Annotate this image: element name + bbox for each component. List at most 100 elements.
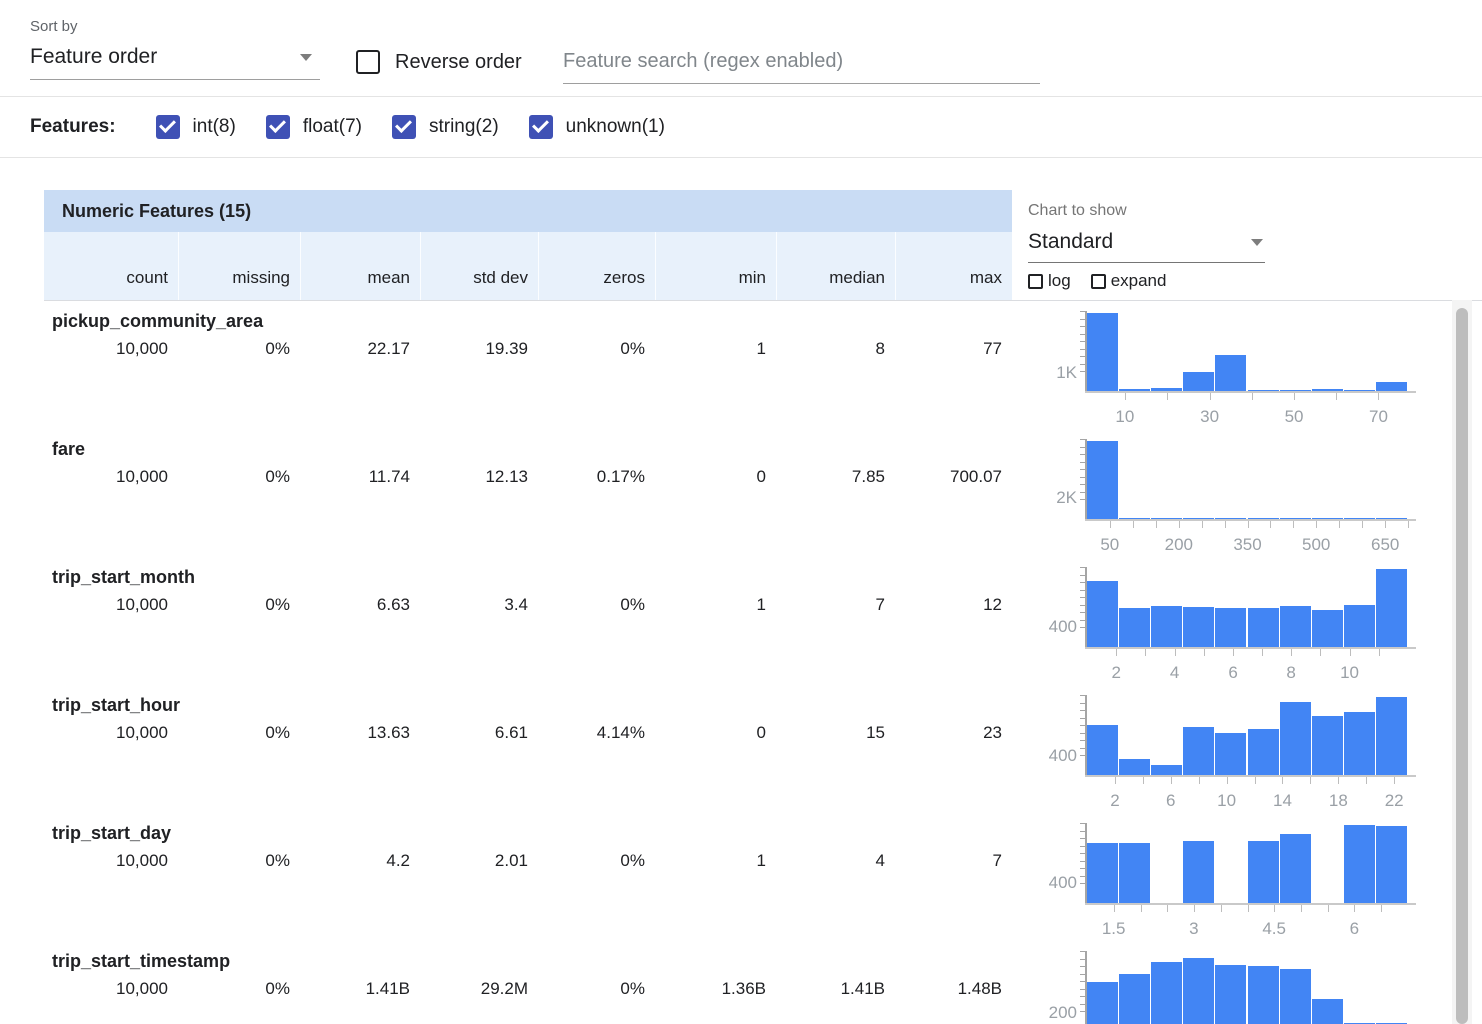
y-axis-tick <box>1080 341 1087 342</box>
x-axis-tick <box>1282 777 1284 784</box>
float-checkbox-checked-icon[interactable] <box>265 115 290 139</box>
x-axis-label: 4.5 <box>1262 919 1286 938</box>
y-axis-tick <box>1080 371 1087 372</box>
stat-missing: 0% <box>265 595 290 614</box>
sort-by-dropdown[interactable]: Feature order <box>30 35 320 80</box>
stat-count: 10,000 <box>116 979 168 998</box>
y-axis-tick <box>1080 740 1087 741</box>
y-axis-tick <box>1080 838 1087 839</box>
feature-name: fare <box>52 439 86 459</box>
y-axis-tick <box>1080 499 1087 500</box>
feature-values: 10,000 0% 13.63 6.61 4.14% 0 15 23 <box>44 723 1012 743</box>
vertical-scrollbar[interactable] <box>1452 300 1472 1024</box>
expand-checkbox[interactable] <box>1090 273 1106 289</box>
y-axis-tick <box>1080 747 1087 749</box>
filter-int[interactable]: int(8) <box>155 115 236 139</box>
y-axis-tick <box>1080 363 1087 365</box>
histogram-bar <box>1247 608 1279 647</box>
feature-values: 10,000 0% 6.63 3.4 0% 1 7 12 <box>44 595 1012 615</box>
histogram-bar <box>1247 729 1279 775</box>
x-axis-tick <box>1274 905 1276 912</box>
feature-histogram: 2K 50 200 350 500 650 <box>1012 429 1482 557</box>
histogram-bar <box>1215 355 1247 391</box>
histogram-bar <box>1375 382 1407 391</box>
histogram-bar <box>1375 826 1407 903</box>
histogram-bar <box>1279 834 1311 903</box>
y-axis-tick <box>1080 446 1087 448</box>
stat-zeros: 0% <box>620 979 645 998</box>
x-axis-label: 30 <box>1200 407 1220 426</box>
int-checkbox-checked-icon[interactable] <box>155 115 180 139</box>
x-axis-tick <box>1174 649 1176 656</box>
filter-float[interactable]: float(7) <box>265 115 362 139</box>
y-axis-tick <box>1080 589 1087 591</box>
histogram-bar <box>1343 605 1375 647</box>
x-axis-tick <box>1254 777 1256 784</box>
y-axis-tick <box>1080 491 1087 493</box>
histogram-bar <box>1087 725 1119 775</box>
feature-search-group <box>563 44 1040 84</box>
x-axis-tick <box>1338 777 1340 784</box>
features-label: Features: <box>30 116 116 137</box>
expand-option[interactable]: expand <box>1090 271 1166 291</box>
stat-mean: 1.41B <box>365 979 410 998</box>
x-axis-label: 200 <box>1164 535 1193 554</box>
stat-median: 4 <box>875 851 885 870</box>
feature-values: 10,000 0% 1.41B 29.2M 0% 1.36B 1.41B 1.4… <box>44 979 1012 999</box>
y-axis-tick <box>1080 695 1087 696</box>
x-axis-tick <box>1362 521 1364 528</box>
stat-missing: 0% <box>265 979 290 998</box>
x-axis-tick <box>1316 521 1318 528</box>
histogram-bar <box>1215 518 1247 519</box>
feature-search-input[interactable] <box>563 44 1040 84</box>
stat-count: 10,000 <box>116 851 168 870</box>
y-axis-tick <box>1080 883 1087 884</box>
y-axis-tick <box>1080 973 1087 975</box>
y-axis-tick <box>1080 311 1087 312</box>
stat-max: 12 <box>983 595 1002 614</box>
x-axis-tick <box>1209 393 1211 400</box>
string-checkbox-checked-icon[interactable] <box>391 115 416 139</box>
log-option[interactable]: log <box>1028 271 1071 291</box>
stat-max: 23 <box>983 723 1002 742</box>
histogram-bar <box>1087 313 1119 391</box>
log-checkbox[interactable] <box>1028 273 1043 289</box>
chart-controls-panel: Chart to show Standard log expand <box>1012 190 1482 300</box>
filter-float-label: float(7) <box>302 116 362 137</box>
feature-row-trip-start-day: trip_start_day 10,000 0% 4.2 2.01 0% 1 4… <box>44 813 1482 941</box>
x-axis-tick <box>1201 521 1203 528</box>
y-axis-tick <box>1080 333 1087 335</box>
y-axis-tick <box>1080 988 1087 990</box>
y-axis-tick <box>1080 853 1087 854</box>
y-axis-tick <box>1080 597 1087 598</box>
x-axis-line <box>1085 775 1416 777</box>
histogram-bar <box>1151 765 1183 775</box>
feature-name: trip_start_timestamp <box>52 951 231 971</box>
feature-row-fare: fare 10,000 0% 11.74 12.13 0.17% 0 7.85 … <box>44 429 1482 557</box>
filter-string[interactable]: string(2) <box>391 115 499 139</box>
feature-name: trip_start_hour <box>52 695 181 715</box>
x-axis-label: 500 <box>1302 535 1331 554</box>
y-axis-tick <box>1080 755 1087 756</box>
y-axis-tick <box>1080 732 1087 734</box>
y-axis-tick <box>1080 868 1087 869</box>
scrollbar-thumb[interactable] <box>1456 308 1468 1024</box>
stat-missing: 0% <box>265 723 290 742</box>
unknown-checkbox-checked-icon[interactable] <box>528 115 553 139</box>
col-max: max <box>895 232 1012 300</box>
x-axis-tick <box>1155 521 1157 528</box>
x-axis-tick <box>1366 777 1368 784</box>
x-axis-tick <box>1407 521 1409 528</box>
reverse-order-checkbox[interactable] <box>356 50 380 74</box>
filter-unknown[interactable]: unknown(1) <box>528 115 665 139</box>
x-axis-tick <box>1132 521 1134 528</box>
x-axis-tick <box>1291 649 1293 656</box>
y-axis-tick <box>1080 454 1087 455</box>
x-axis-line <box>1085 519 1416 521</box>
histogram-bar <box>1119 974 1151 1024</box>
x-axis-tick <box>1327 905 1329 912</box>
x-axis-tick <box>1193 905 1195 912</box>
stat-count: 10,000 <box>116 595 168 614</box>
stat-stddev: 12.13 <box>485 467 528 486</box>
chart-type-dropdown[interactable]: Standard <box>1028 224 1265 263</box>
